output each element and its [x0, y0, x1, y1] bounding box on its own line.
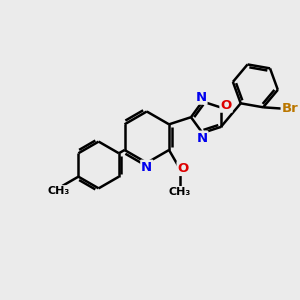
Text: O: O — [178, 162, 189, 175]
Text: O: O — [220, 99, 232, 112]
Text: N: N — [196, 132, 207, 145]
Text: CH₃: CH₃ — [169, 187, 191, 197]
Text: N: N — [195, 91, 207, 104]
Text: Br: Br — [282, 102, 298, 115]
Text: N: N — [141, 160, 152, 174]
Text: CH₃: CH₃ — [48, 186, 70, 196]
